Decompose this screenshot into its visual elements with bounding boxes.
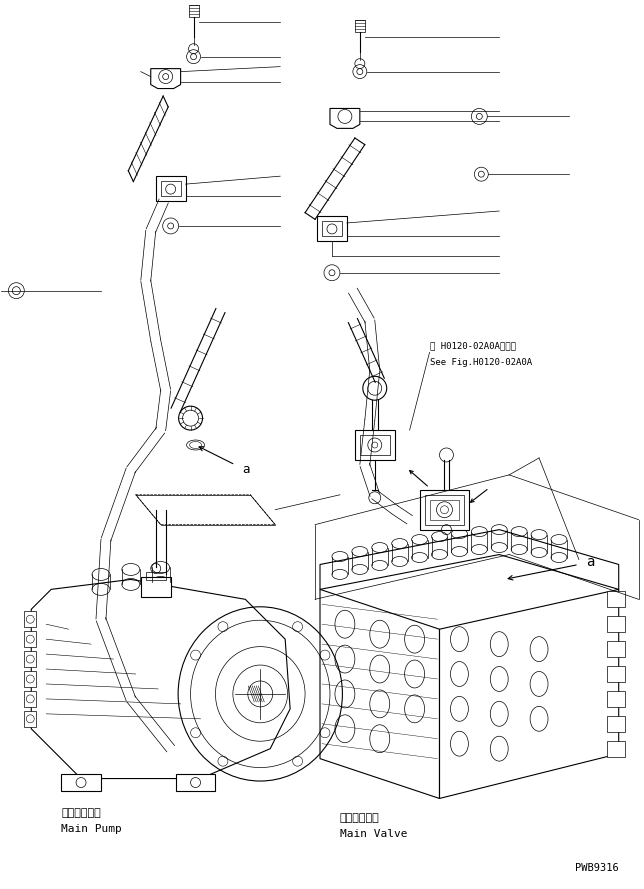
Bar [317, 216, 347, 241]
Text: メインバルブ: メインバルブ [340, 813, 380, 823]
Bar [156, 176, 185, 201]
Bar [141, 578, 171, 597]
Bar [24, 711, 36, 727]
Bar [607, 691, 625, 707]
Text: 第 H0120-02A0A図参照: 第 H0120-02A0A図参照 [430, 340, 516, 350]
Text: Main Pump: Main Pump [61, 824, 122, 835]
Text: メインポンプ: メインポンプ [61, 808, 101, 819]
Bar [146, 573, 166, 581]
Bar [24, 691, 36, 707]
Bar [176, 773, 216, 791]
Bar [24, 671, 36, 687]
Text: a: a [586, 556, 594, 570]
Bar [607, 591, 625, 607]
Bar [420, 490, 469, 530]
Bar [355, 20, 365, 32]
Polygon shape [151, 68, 180, 89]
Bar [607, 666, 625, 682]
Bar [424, 495, 464, 525]
Bar [24, 651, 36, 667]
Bar [24, 612, 36, 628]
Bar [61, 773, 101, 791]
Text: PWB9316: PWB9316 [575, 863, 619, 873]
Bar [607, 741, 625, 757]
Polygon shape [330, 108, 360, 128]
Text: Main Valve: Main Valve [340, 829, 408, 839]
Bar [607, 616, 625, 632]
Bar [322, 221, 342, 236]
Bar [607, 641, 625, 657]
Text: See Fig.H0120-02A0A: See Fig.H0120-02A0A [430, 358, 532, 367]
Bar [161, 181, 180, 196]
Bar [355, 430, 395, 460]
Bar [24, 631, 36, 647]
Bar [430, 500, 459, 520]
Text: a: a [242, 463, 250, 477]
Bar [189, 5, 198, 17]
Bar [607, 716, 625, 732]
Bar [360, 435, 390, 455]
